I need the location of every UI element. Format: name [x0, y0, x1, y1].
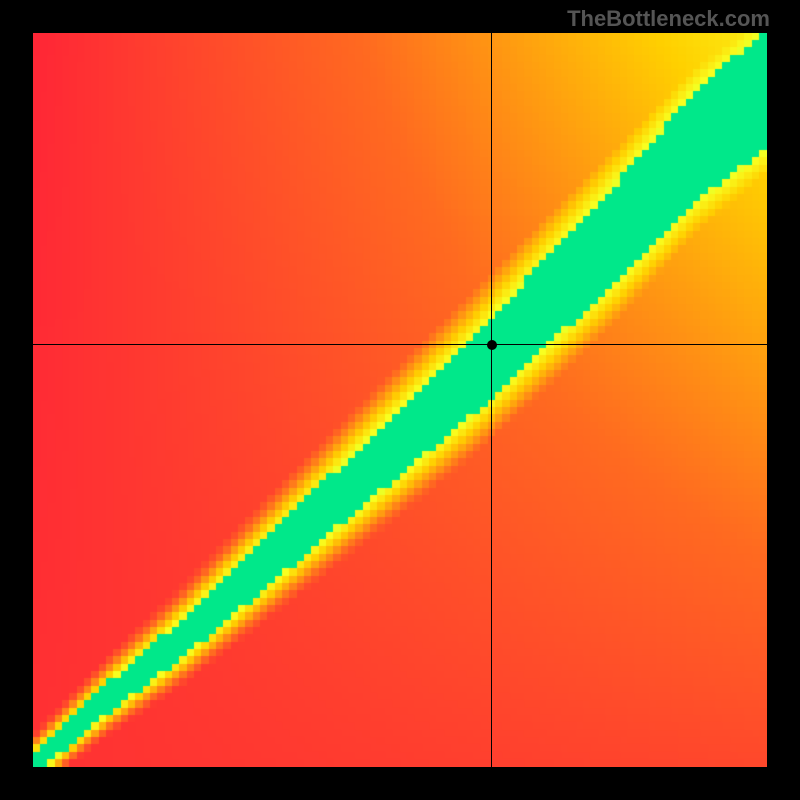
watermark-text: TheBottleneck.com: [567, 6, 770, 32]
crosshair-vertical: [491, 33, 492, 767]
crosshair-marker: [487, 340, 497, 350]
heatmap-canvas: [33, 33, 767, 767]
bottleneck-heatmap: [33, 33, 767, 767]
crosshair-horizontal: [33, 344, 767, 345]
